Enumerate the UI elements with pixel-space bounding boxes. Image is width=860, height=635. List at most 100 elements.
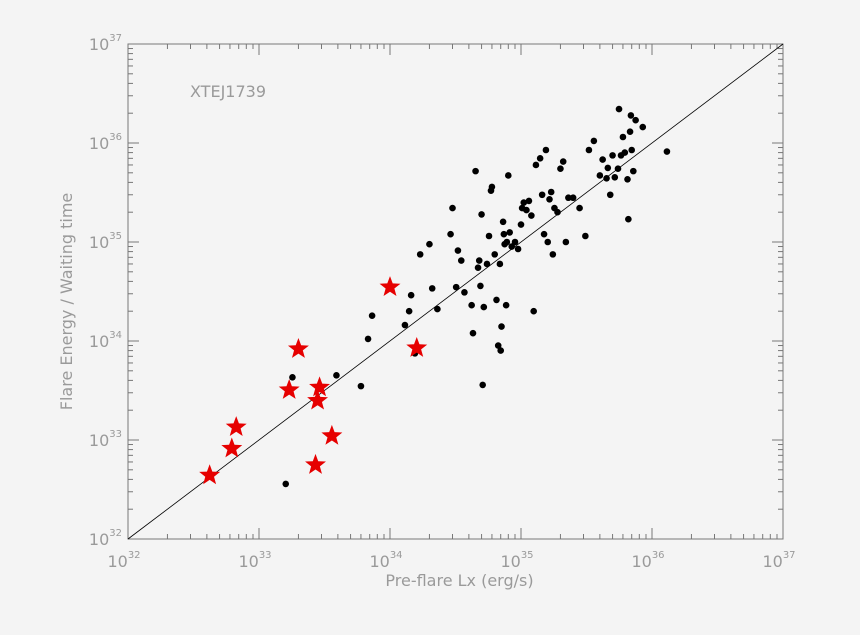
data-point-star [278, 378, 300, 399]
data-point-dot [590, 137, 598, 145]
data-point-dot [621, 149, 629, 156]
data-point-dot [530, 307, 537, 315]
data-point-dot [540, 230, 548, 238]
data-point-dot [447, 230, 454, 238]
data-point-dot [514, 245, 522, 253]
data-point-dot [461, 289, 468, 296]
plot-frame [127, 43, 784, 540]
data-point-dot [525, 197, 533, 205]
data-point-dot [663, 148, 671, 155]
data-point-dot [604, 164, 612, 172]
x-tick-label: 1036 [631, 550, 664, 571]
data-point-dot [544, 238, 552, 246]
data-point-dot [625, 215, 632, 223]
data-point-star [199, 464, 221, 485]
data-point-dot [289, 373, 296, 381]
y-tick-label: 1035 [89, 231, 122, 252]
data-point-dot [457, 257, 465, 264]
data-point-star [221, 437, 243, 458]
data-point-dot [614, 165, 622, 173]
data-point-dot [405, 307, 413, 315]
data-point-dot [599, 156, 606, 163]
data-point-dot [554, 208, 561, 216]
data-point-dot [538, 191, 546, 199]
data-point-dot [557, 165, 564, 173]
data-point-dot [565, 194, 572, 202]
data-point-dot [478, 211, 485, 218]
data-point-dot [606, 191, 614, 199]
x-tick-label: 1037 [762, 550, 795, 571]
data-point-dot [582, 232, 589, 240]
data-point-dot [494, 342, 502, 349]
data-point-dot [611, 174, 619, 181]
data-point-dot [632, 116, 639, 124]
data-point-dot [493, 296, 500, 304]
data-point-dot [434, 305, 441, 313]
data-point-dot [491, 251, 499, 258]
x-tick-label: 1033 [238, 550, 271, 571]
data-point-dot [576, 204, 583, 212]
data-point-dot [517, 221, 525, 228]
data-point-dot [480, 303, 488, 311]
data-point-dot [449, 204, 456, 212]
data-point-dot [428, 285, 436, 292]
data-point-star [406, 336, 428, 357]
data-point-dot [549, 251, 557, 258]
data-point-dot [368, 312, 376, 320]
data-point-dot [520, 199, 528, 206]
y-axis-label: Flare Energy / Waiting time [57, 193, 76, 410]
data-point-dot [500, 230, 508, 238]
data-point-dot [603, 174, 610, 182]
data-point-dot [468, 301, 475, 309]
star-series-layer [199, 276, 428, 485]
data-point-dot [485, 232, 493, 240]
data-point-dot [505, 172, 512, 179]
data-point-dot [469, 329, 477, 337]
x-tick-label: 1035 [500, 550, 533, 571]
data-point-dot [546, 195, 553, 203]
data-point-dot [475, 257, 483, 264]
data-point-dot [609, 152, 616, 159]
data-point-dot [498, 323, 505, 330]
data-point-dot [503, 238, 511, 246]
data-point-dot [499, 218, 507, 226]
data-point-dot [496, 260, 504, 268]
data-point-dot [615, 105, 623, 113]
data-point-dot [626, 128, 634, 136]
data-point-dot [624, 175, 631, 183]
data-point-dot [532, 161, 540, 169]
y-tick-label: 1037 [89, 33, 122, 54]
data-point-dot [542, 146, 550, 154]
data-point-star [307, 389, 329, 410]
data-point-dot [562, 238, 570, 246]
data-point-dot [630, 167, 637, 175]
data-point-star [305, 453, 326, 474]
data-point-dot [536, 155, 544, 162]
data-point-dot [639, 123, 647, 131]
data-point-star [287, 338, 309, 358]
x-tick-label: 1032 [107, 550, 140, 571]
data-point-dot [483, 260, 491, 268]
data-point-dot [628, 146, 636, 154]
data-point-dot [333, 372, 340, 379]
data-point-dot [569, 194, 577, 202]
data-point-dot [282, 480, 290, 488]
x-tick-label: 1034 [369, 550, 402, 571]
y-tick-label: 1036 [89, 132, 122, 153]
data-point-dot [454, 247, 462, 254]
data-point-dot [488, 183, 496, 191]
data-point-dot [364, 335, 372, 343]
data-point-dot [426, 240, 433, 248]
reference-line [127, 43, 784, 540]
data-point-dot [596, 172, 604, 179]
data-point-dot [506, 229, 514, 236]
data-point-dot [474, 264, 482, 272]
data-point-dot [407, 291, 415, 299]
data-point-dot [523, 206, 530, 214]
data-point-dot [357, 382, 365, 390]
data-point-dot [559, 158, 567, 165]
chart-annotation: XTEJ1739 [190, 82, 266, 101]
data-point-dot [477, 282, 484, 290]
